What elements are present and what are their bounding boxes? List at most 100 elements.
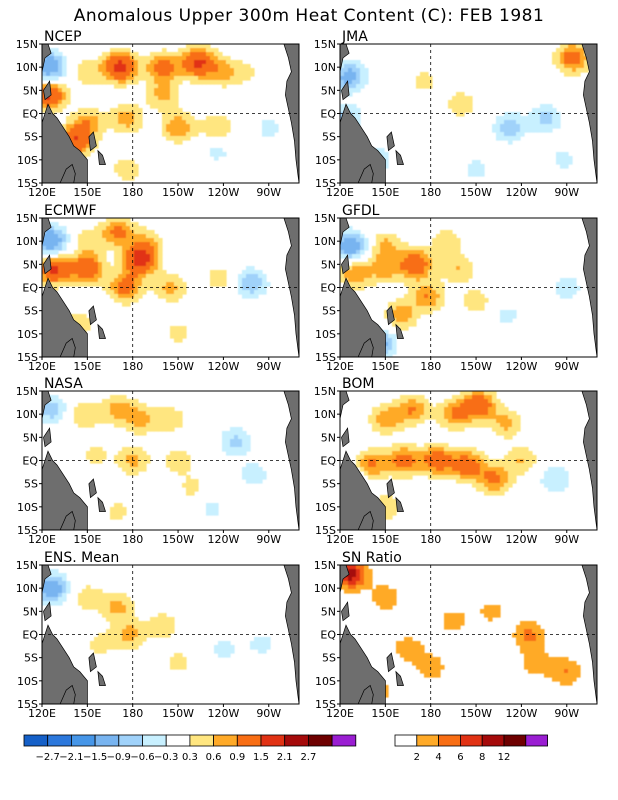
y-tick-label: 5S — [322, 478, 336, 491]
y-tick-label: 10S — [315, 675, 336, 688]
colorbar-swatch — [23, 734, 49, 747]
colorbar-label: 2 — [414, 752, 420, 763]
panel: 120E 150E 180 150W 120W 90W 15N 10N 5N EQ 5S 10S 15S… — [314, 550, 598, 720]
plot-background — [340, 391, 597, 530]
y-tick-label: 5N — [23, 258, 38, 271]
y-tick-label: 10N — [16, 235, 38, 248]
plot-background — [340, 565, 597, 704]
y-tick-label: 10S — [315, 154, 336, 167]
landmass — [59, 684, 76, 704]
colorbar-label: −0.6 — [130, 752, 154, 763]
y-tick-label: 15N — [16, 559, 38, 572]
y-tick-label: 15S — [17, 177, 38, 190]
landmass — [340, 44, 350, 72]
x-tick-label: 90W — [554, 186, 579, 199]
landmass — [340, 103, 386, 183]
x-tick-label: 120W — [207, 707, 239, 720]
x-tick-label: 150W — [460, 186, 492, 199]
colorbar-swatch — [260, 734, 286, 747]
landmass — [340, 624, 386, 704]
x-tick-label: 150W — [162, 360, 194, 373]
landmass — [341, 427, 350, 448]
x-tick-label: 90W — [256, 533, 281, 546]
panel-title: GFDL — [342, 203, 380, 219]
x-tick-label: 90W — [554, 360, 579, 373]
x-tick-label: 150E — [73, 707, 101, 720]
y-tick-label: 15S — [17, 351, 38, 364]
x-tick-label: 90W — [256, 707, 281, 720]
x-tick-label: 120E — [326, 533, 354, 546]
colorbar-swatch — [481, 734, 505, 747]
landmass — [581, 391, 597, 530]
y-tick-label: 10N — [16, 408, 38, 421]
y-tick-label: 5S — [24, 652, 38, 665]
panel: 120E 150E 180 150W 120W 90W 15N 10N 5N EQ 5S 10S 15S… — [16, 29, 300, 199]
colorbar-label: 0.9 — [229, 752, 245, 763]
colorbar-label: −0.9 — [107, 752, 131, 763]
y-tick-label: 5N — [321, 84, 336, 97]
contour-field — [42, 44, 279, 181]
y-tick-label: 15N — [314, 212, 336, 225]
y-tick-label: 5S — [322, 131, 336, 144]
landmass — [88, 478, 97, 499]
y-tick-label: 10S — [315, 501, 336, 514]
landmass — [341, 80, 350, 101]
y-tick-label: 5S — [24, 131, 38, 144]
colorbar-label: 6 — [457, 752, 463, 763]
colorbar-anomaly: −2.7 −2.1 −1.5 −0.9 −0.6 −0.3 0.3 0.6 0.9 1.5 2.1 2… — [23, 734, 357, 763]
y-tick-label: EQ — [22, 629, 38, 642]
y-tick-label: 15S — [17, 698, 38, 711]
colorbar-label: 2.1 — [277, 752, 293, 763]
colorbar-label: −2.7 — [36, 752, 60, 763]
colorbar-label: 0.3 — [182, 752, 198, 763]
y-tick-label: 10N — [314, 582, 336, 595]
panel-frame — [41, 217, 300, 358]
y-tick-label: 5S — [24, 478, 38, 491]
landmass — [395, 670, 404, 686]
landmass — [386, 652, 395, 673]
x-tick-label: 120W — [207, 360, 239, 373]
panel: 120E 150E 180 150W 120W 90W 15N 10N 5N EQ 5S 10S 15S… — [314, 29, 598, 199]
x-tick-label: 90W — [554, 707, 579, 720]
x-tick-label: 150E — [371, 533, 399, 546]
landmass — [88, 131, 97, 152]
y-tick-label: EQ — [22, 282, 38, 295]
panel-frame — [339, 390, 598, 531]
y-tick-label: 5N — [321, 258, 336, 271]
landmass — [43, 427, 52, 448]
y-tick-label: 15S — [315, 524, 336, 537]
landmass — [42, 103, 88, 183]
plot-background — [42, 391, 299, 530]
landmass — [43, 254, 52, 275]
landmass — [386, 131, 395, 152]
y-tick-label: 10S — [17, 328, 38, 341]
colorbar-swatch — [438, 734, 461, 747]
y-tick-label: 10N — [16, 61, 38, 74]
panel: 120E 150E 180 150W 120W 90W 15N 10N 5N EQ 5S 10S 15S… — [16, 203, 300, 373]
x-tick-label: 120W — [207, 186, 239, 199]
panel-frame — [41, 564, 300, 705]
landmass — [395, 149, 404, 165]
y-tick-label: 5S — [24, 305, 38, 318]
y-tick-label: 10N — [314, 235, 336, 248]
panel: 120E 150E 180 150W 120W 90W 15N 10N 5N EQ 5S 10S 15S… — [314, 203, 598, 373]
landmass — [59, 337, 76, 357]
colorbar-swatch — [213, 734, 238, 747]
y-tick-label: 5N — [321, 431, 336, 444]
y-tick-label: 10S — [17, 154, 38, 167]
panel-title: SN Ratio — [342, 550, 402, 566]
panel-frame — [339, 564, 598, 705]
landmass — [97, 496, 106, 512]
colorbar-label: −2.1 — [59, 752, 83, 763]
y-tick-label: EQ — [320, 108, 336, 121]
x-tick-label: 120W — [505, 360, 537, 373]
landmass — [341, 254, 350, 275]
x-tick-label: 180 — [420, 707, 441, 720]
y-tick-label: 10N — [314, 408, 336, 421]
x-tick-label: 120W — [207, 533, 239, 546]
y-tick-label: 5S — [322, 305, 336, 318]
landmass — [395, 496, 404, 512]
x-tick-label: 120E — [28, 360, 56, 373]
plot-background — [42, 218, 299, 357]
colorbar-sn-ratio: 2 4 6 8 12 — [394, 734, 548, 763]
